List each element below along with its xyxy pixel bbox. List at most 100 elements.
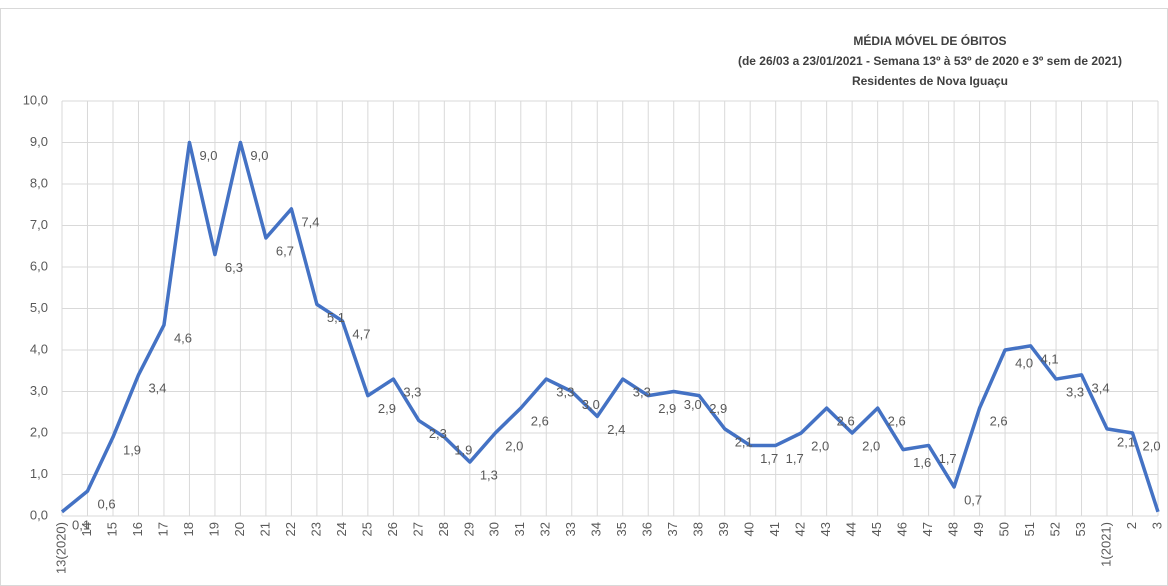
data-label: 0,1 [72,517,90,532]
data-label: 1,9 [123,443,141,458]
y-tick-label: 3,0 [30,383,48,398]
data-label: 2,1 [1117,434,1135,449]
data-label: 0,6 [97,497,115,512]
data-label: 2,6 [990,414,1008,429]
x-tick-label: 34 [589,522,604,536]
y-tick-label: 5,0 [30,300,48,315]
data-label: 1,7 [939,451,957,466]
y-tick-label: 1,0 [30,466,48,481]
data-label: 2,9 [709,401,727,416]
x-tick-label: 27 [410,522,425,536]
x-tick-label: 16 [130,522,145,536]
x-tick-label: 20 [232,522,247,536]
data-label: 1,3 [480,467,498,482]
x-tick-label: 51 [1022,522,1037,536]
data-label: 3,3 [633,384,651,399]
y-tick-label: 4,0 [30,341,48,356]
x-tick-label: 46 [895,522,910,536]
data-label: 9,0 [250,148,268,163]
data-label: 1,7 [760,451,778,466]
data-label: 2,9 [658,401,676,416]
y-tick-label: 6,0 [30,258,48,273]
data-label: 4,0 [1015,355,1033,370]
x-tick-label: 53 [1073,522,1088,536]
x-tick-label: 23 [308,522,323,536]
x-tick-label: 1(2021) [1098,522,1113,567]
data-label: 2,9 [378,401,396,416]
x-tick-label: 14 [79,522,94,536]
data-label: 2,0 [505,438,523,453]
chart-subtitle: Residentes de Nova Iguaçu [852,74,1008,88]
y-tick-label: 8,0 [30,175,48,190]
x-tick-label: 3 [1149,522,1164,529]
x-tick-label: 52 [1047,522,1062,536]
chart-border [0,8,1168,586]
x-tick-label: 43 [818,522,833,536]
data-label: 4,1 [1041,351,1059,366]
x-tick-label: 30 [487,522,502,536]
data-label: 6,3 [225,260,243,275]
x-tick-label: 24 [334,522,349,536]
data-label: 2,3 [429,426,447,441]
x-tick-label: 31 [512,522,527,536]
x-tick-label: 50 [997,522,1012,536]
data-label: 2,6 [531,414,549,429]
data-label: 3,3 [1066,384,1084,399]
data-label: 2,0 [1143,438,1161,453]
data-label: 9,0 [199,148,217,163]
x-tick-label: 45 [869,522,884,536]
data-label: 2,4 [607,422,625,437]
x-tick-label: 22 [283,522,298,536]
data-label: 2,6 [837,414,855,429]
x-tick-label: 29 [461,522,476,536]
x-tick-label: 39 [716,522,731,536]
y-tick-label: 10,0 [23,92,48,107]
x-tick-label: 33 [563,522,578,536]
data-label: 2,0 [811,438,829,453]
x-tick-label: 47 [920,522,935,536]
x-tick-label: 15 [104,522,119,536]
y-tick-label: 0,0 [30,507,48,522]
x-tick-label: 21 [257,522,272,536]
data-label: 3,3 [403,384,421,399]
data-label: 4,7 [352,326,370,341]
data-label: 5,1 [327,310,345,325]
y-tick-label: 9,0 [30,134,48,149]
x-tick-label: 17 [155,522,170,536]
x-tick-label: 40 [742,522,757,536]
x-tick-label: 36 [640,522,655,536]
data-label: 3,3 [556,384,574,399]
x-tick-label: 38 [691,522,706,536]
data-label: 4,6 [174,331,192,346]
x-tick-label: 13(2020) [53,522,68,574]
x-tick-label: 2 [1124,522,1139,529]
data-line [60,140,1160,514]
x-tick-label: 44 [844,522,859,536]
x-tick-label: 32 [538,522,553,536]
data-label: 2,6 [888,414,906,429]
x-tick-label: 18 [181,522,196,536]
data-label: 2,1 [735,434,753,449]
data-label: 7,4 [301,214,319,229]
x-tick-label: 26 [385,522,400,536]
data-label: 6,7 [276,243,294,258]
x-tick-label: 42 [793,522,808,536]
x-tick-label: 19 [206,522,221,536]
data-label: 2,0 [862,438,880,453]
chart-subtitle: (de 26/03 a 23/01/2021 - Semana 13º à 53… [738,54,1122,68]
data-label: 1,7 [786,451,804,466]
data-label: 3,0 [684,397,702,412]
y-tick-label: 7,0 [30,217,48,232]
data-label: 1,9 [454,443,472,458]
chart-title: MÉDIA MÓVEL DE ÓBITOS [853,33,1006,48]
x-tick-label: 49 [971,522,986,536]
x-tick-label: 41 [767,522,782,536]
data-label: 0,7 [964,492,982,507]
x-tick-label: 25 [359,522,374,536]
x-tick-label: 35 [614,522,629,536]
y-tick-label: 2,0 [30,424,48,439]
data-label: 1,6 [913,455,931,470]
x-tick-label: 28 [436,522,451,536]
data-label: 3,4 [148,380,166,395]
